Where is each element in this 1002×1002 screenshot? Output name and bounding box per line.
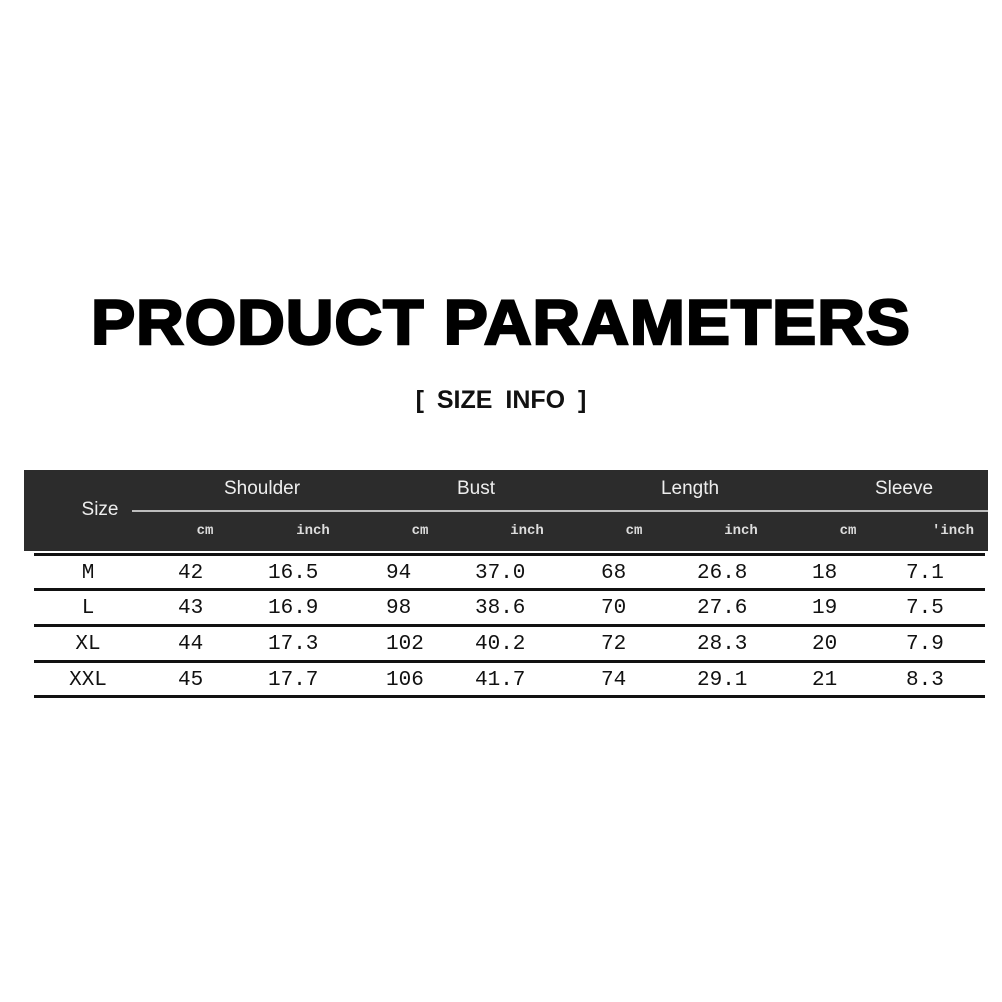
value-cell: 106 (386, 669, 424, 692)
value-cell: 44 (178, 633, 204, 656)
value-cell: 27.6 (697, 597, 748, 620)
table-row: XL 44 17.3 102 40.2 72 28.3 20 7.9 (0, 629, 1002, 659)
unit-header: inch (724, 523, 758, 539)
value-cell: 68 (601, 562, 627, 585)
value-cell: 17.3 (268, 633, 319, 656)
value-cell: 74 (601, 669, 627, 692)
value-cell: 20 (812, 633, 838, 656)
page-subtitle: [ SIZE INFO ] (415, 386, 587, 414)
value-cell: 28.3 (697, 633, 748, 656)
value-cell: 8.3 (906, 669, 944, 692)
unit-header: 'inch (931, 523, 975, 539)
row-divider (34, 660, 985, 663)
group-header-bust: Bust (456, 478, 496, 499)
unit-header: cm (196, 523, 214, 539)
unit-header: cm (625, 523, 643, 539)
size-cell: XXL (69, 669, 107, 692)
value-cell: 41.7 (475, 669, 526, 692)
table-row: M 42 16.5 94 37.0 68 26.8 18 7.1 (0, 558, 1002, 588)
value-cell: 16.9 (268, 597, 319, 620)
value-cell: 37.0 (475, 562, 526, 585)
size-cell: XL (75, 633, 101, 656)
value-cell: 19 (812, 597, 838, 620)
row-divider (34, 588, 985, 591)
unit-header: inch (296, 523, 330, 539)
value-cell: 7.1 (906, 562, 944, 585)
row-divider (34, 553, 985, 556)
value-cell: 94 (386, 562, 412, 585)
group-header-shoulder: Shoulder (223, 478, 301, 499)
value-cell: 43 (178, 597, 204, 620)
row-divider (34, 695, 985, 698)
value-cell: 40.2 (475, 633, 526, 656)
value-cell: 42 (178, 562, 204, 585)
value-cell: 7.5 (906, 597, 944, 620)
table-row: L 43 16.9 98 38.6 70 27.6 19 7.5 (0, 593, 1002, 623)
header-divider (132, 510, 988, 512)
group-header-sleeve: Sleeve (874, 478, 934, 499)
value-cell: 18 (812, 562, 838, 585)
value-cell: 98 (386, 597, 412, 620)
value-cell: 17.7 (268, 669, 319, 692)
unit-header: cm (839, 523, 857, 539)
unit-header: inch (510, 523, 544, 539)
value-cell: 102 (386, 633, 424, 656)
value-cell: 16.5 (268, 562, 319, 585)
table-row: XXL 45 17.7 106 41.7 74 29.1 21 8.3 (0, 665, 1002, 695)
page-title: PRODUCT PARAMETERS (90, 286, 911, 359)
value-cell: 26.8 (697, 562, 748, 585)
size-cell: L (81, 597, 95, 620)
unit-header: cm (411, 523, 429, 539)
table-header: Size Shoulder Bust Length Sleeve cm inch… (24, 470, 988, 551)
group-header-length: Length (660, 478, 720, 499)
value-cell: 21 (812, 669, 838, 692)
value-cell: 7.9 (906, 633, 944, 656)
row-divider (34, 624, 985, 627)
value-cell: 45 (178, 669, 204, 692)
value-cell: 72 (601, 633, 627, 656)
value-cell: 38.6 (475, 597, 526, 620)
value-cell: 29.1 (697, 669, 748, 692)
value-cell: 70 (601, 597, 627, 620)
size-cell: M (81, 562, 95, 585)
size-column-header: Size (81, 499, 119, 520)
